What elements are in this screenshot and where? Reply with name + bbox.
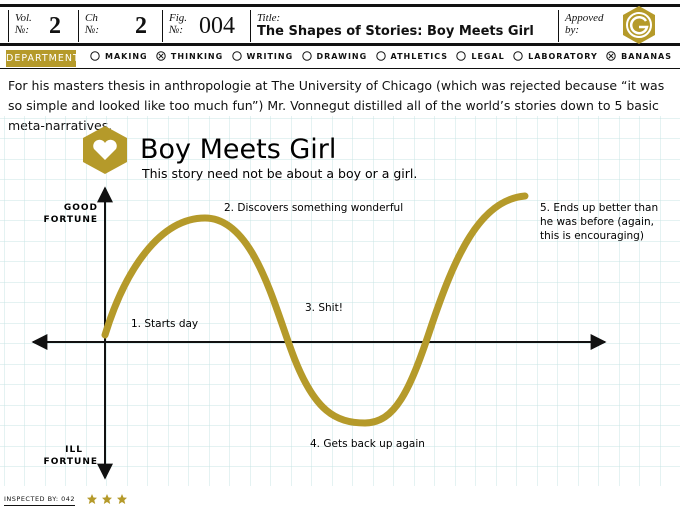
label-line: by: (565, 24, 580, 36)
option-label: LEGAL (471, 51, 505, 61)
option-label: MAKING (105, 51, 148, 61)
title: The Shapes of Stories: Boy Meets Girl (257, 24, 534, 39)
label-line: №: (85, 24, 100, 36)
title-label: Title: (257, 12, 281, 24)
checked-box (156, 51, 166, 61)
department-option: WRITING (231, 51, 294, 61)
ill-fortune-label: ILL (65, 445, 83, 455)
department-option: MAKING (90, 51, 148, 61)
label-line: Fig. (169, 12, 188, 24)
label-line: №: (15, 24, 30, 36)
rating-stars (86, 494, 127, 504)
vol-cell: Vol. №: 2 (8, 10, 79, 42)
grid (0, 116, 680, 486)
annotation: 2. Discovers something wonderful (224, 202, 403, 214)
unchecked-box (513, 51, 523, 61)
good-fortune-label: GOOD (64, 203, 98, 213)
annotation: he was before (again, (540, 216, 654, 228)
story-icon (83, 126, 127, 174)
option-label: DRAWING (316, 51, 368, 61)
annotation: 4. Gets back up again (310, 438, 425, 450)
department-option: ATHLETICS (375, 51, 449, 61)
department-option: BANANAS (606, 51, 672, 61)
department-option: DRAWING (301, 51, 368, 61)
unchecked-box (231, 51, 242, 61)
label-line: Vol. (15, 12, 32, 24)
unchecked-box (375, 51, 386, 61)
option-label: LABORATORY (528, 51, 598, 61)
ch-label: Ch №: (85, 12, 99, 36)
inspected-by: INSPECTED BY: 042 (4, 495, 75, 506)
department-option: LEGAL (456, 51, 504, 61)
fig-cell: Fig. №: 004 (162, 10, 251, 42)
good-fortune-label: FORTUNE (44, 215, 98, 225)
checked-box (606, 51, 616, 61)
diagram-title: Boy Meets Girl (140, 134, 336, 165)
option-label: WRITING (246, 51, 294, 61)
ch-cell: Ch №: 2 (78, 10, 163, 42)
label-line: Appoved (565, 12, 604, 24)
approved-label: Appoved by: (565, 12, 603, 36)
fig-label: Fig. №: (169, 12, 187, 36)
footer: INSPECTED BY: 042 (4, 493, 130, 506)
ch-value: 2 (135, 13, 147, 39)
department-options: MAKING THINKING WRITING DRAWING ATHLETICS LEG… (90, 51, 672, 61)
option-label: ATHLETICS (390, 51, 449, 61)
option-label: BANANAS (621, 51, 672, 61)
ill-fortune-label: FORTUNE (44, 457, 98, 467)
option-label: THINKING (170, 51, 224, 61)
approval-seal (623, 6, 655, 44)
annotation: this is encouraging) (540, 230, 644, 242)
label-line: №: (169, 24, 184, 36)
header: Vol. №: 2 Ch №: 2 Fig. №: 004 Title: The Sh… (0, 4, 680, 46)
annotation: 1. Starts day (131, 318, 198, 330)
vol-label: Vol. №: (15, 12, 32, 36)
title-cell: Title: The Shapes of Stories: Boy Meets … (250, 10, 559, 42)
annotation: 3. Shit! (305, 302, 343, 314)
department-option: LABORATORY (513, 51, 598, 61)
department-label: DEPARTMENT: (6, 50, 82, 67)
unchecked-box (90, 51, 100, 61)
fig-value: 004 (199, 13, 235, 39)
unchecked-box (456, 51, 467, 61)
vol-value: 2 (49, 13, 61, 39)
diagram: Boy Meets Girl This story need not be ab… (0, 116, 680, 486)
unchecked-box (301, 51, 312, 61)
department-option: THINKING (156, 51, 223, 61)
approved-cell: Appoved by: (558, 6, 680, 44)
label-line: Ch (85, 12, 98, 24)
diagram-subtitle: This story need not be about a boy or a … (141, 166, 417, 181)
annotation: 5. Ends up better than (540, 202, 658, 214)
story-curve (101, 192, 529, 427)
department-bar: DEPARTMENT: MAKING THINKING WRITING DRAWING… (0, 49, 680, 69)
